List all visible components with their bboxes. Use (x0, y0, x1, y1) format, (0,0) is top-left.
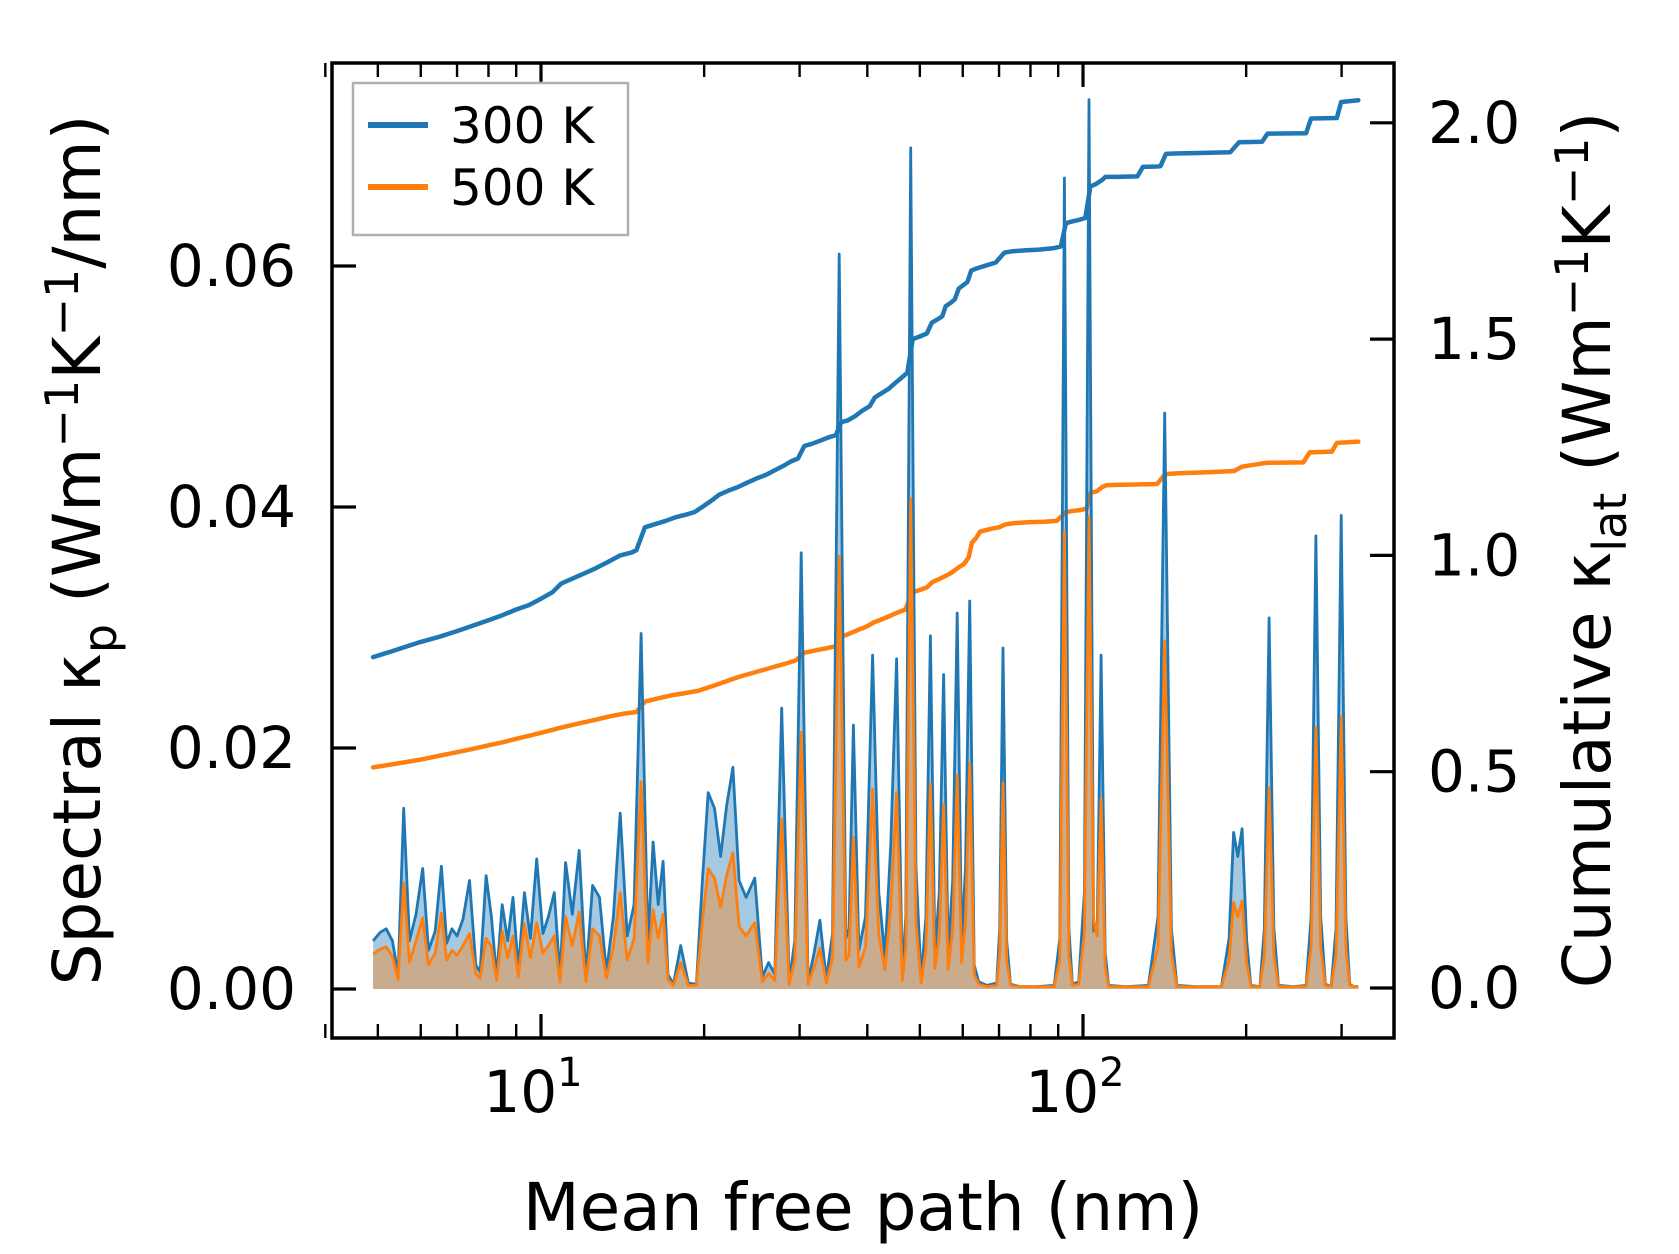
legend-label-500k: 500 K (450, 159, 595, 217)
x-tick-label: 102 (1025, 1050, 1124, 1126)
cumulative-300k-line (370, 98, 1361, 660)
axes-spines (330, 61, 1396, 1040)
y-right-tick-label: 1.5 (1428, 305, 1520, 373)
ticks (324, 63, 1394, 1038)
y-left-tick-label: 0.06 (167, 232, 296, 300)
y-right-tick-label: 0.0 (1428, 954, 1520, 1022)
y-left-axis-label: Spectral κp (Wm−1K−1/nm) (35, 115, 127, 986)
y-left-tick-label: 0.00 (167, 955, 296, 1023)
y-right-tick-label: 2.0 (1428, 89, 1520, 157)
axis-labels: Mean free path (nm) Spectral κp (Wm−1K−1/… (35, 112, 1637, 1246)
plot-area (370, 98, 1361, 989)
x-axis-label: Mean free path (nm) (523, 1169, 1204, 1246)
spectral-500k-line (372, 497, 1359, 988)
legend-label-300k: 300 K (450, 97, 595, 155)
y-right-tick-label: 0.5 (1428, 738, 1520, 806)
x-tick-label: 101 (483, 1050, 582, 1126)
y-left-tick-label: 0.02 (167, 714, 296, 782)
y-right-tick-label: 1.0 (1428, 521, 1520, 589)
tick-labels: 0.00 0.02 0.04 0.06 0.0 0.5 1.0 1.5 2.0 101 102 (167, 89, 1520, 1126)
y-left-tick-label: 0.04 (167, 473, 296, 541)
y-right-axis-label: Cumulative κlat (Wm−1K−1) (1545, 112, 1637, 989)
legend-box (351, 81, 630, 237)
